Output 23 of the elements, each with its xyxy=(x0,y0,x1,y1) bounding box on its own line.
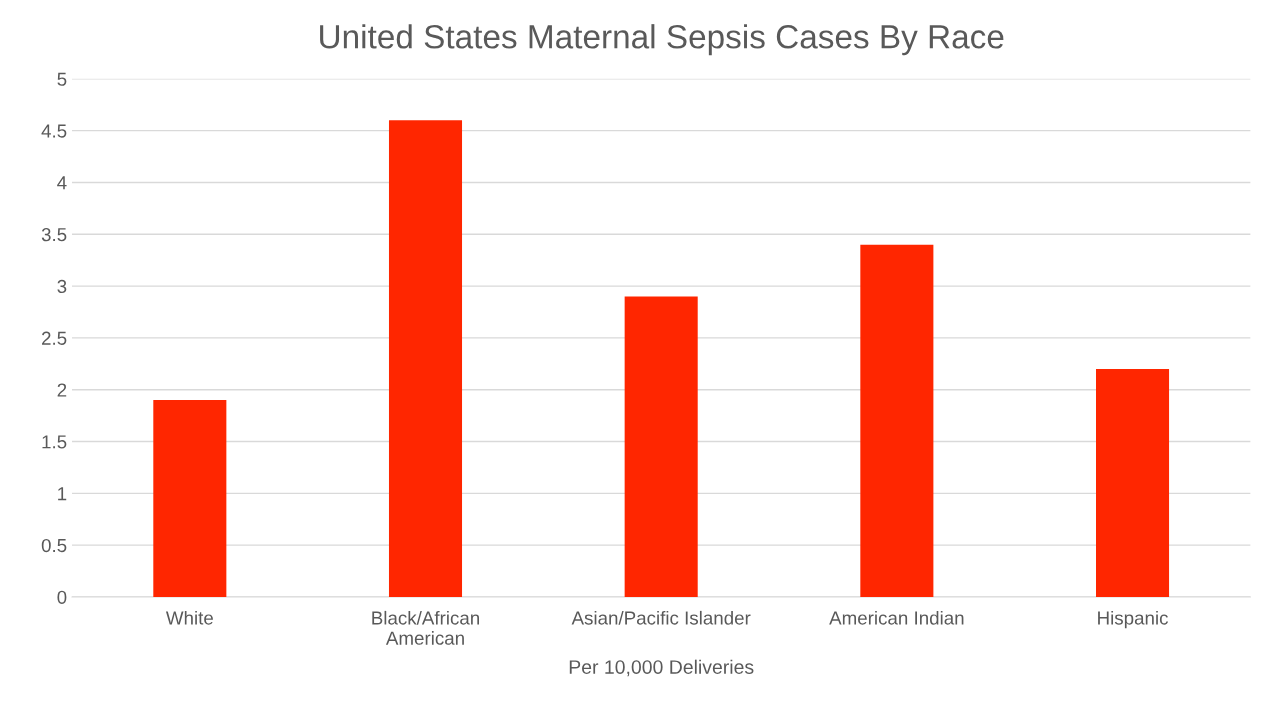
y-tick-label: 3 xyxy=(57,279,67,294)
y-tick-label: 2.5 xyxy=(42,331,67,345)
bar xyxy=(153,400,227,597)
y-tick-label: 5 xyxy=(57,72,67,86)
y-tick-label: 4 xyxy=(57,176,67,190)
x-tick-label: Black/African American xyxy=(372,610,479,645)
y-tick-label: 3.5 xyxy=(41,227,67,242)
bar xyxy=(624,296,698,597)
y-tick-label: 0 xyxy=(57,590,67,604)
x-tick-label: Asian/Pacific Islander xyxy=(571,610,751,625)
chart-title: United States Maternal Sepsis Cases By Race xyxy=(320,24,1004,56)
y-tick-label: 1.5 xyxy=(42,435,67,449)
x-tick-label: White xyxy=(165,610,213,625)
y-tick-label: 0.5 xyxy=(41,538,67,553)
y-tick-label: 4.5 xyxy=(41,124,67,138)
bar xyxy=(1096,369,1170,597)
bar xyxy=(860,244,934,597)
x-tick-label: Hispanic xyxy=(1098,610,1168,629)
x-axis-title: Per 10,000 Deliveries xyxy=(569,659,754,677)
y-tick-label: 2 xyxy=(57,383,67,397)
bar xyxy=(388,120,463,597)
y-tick-label: 1 xyxy=(58,487,67,501)
x-tick-label: American Indian xyxy=(829,610,964,625)
